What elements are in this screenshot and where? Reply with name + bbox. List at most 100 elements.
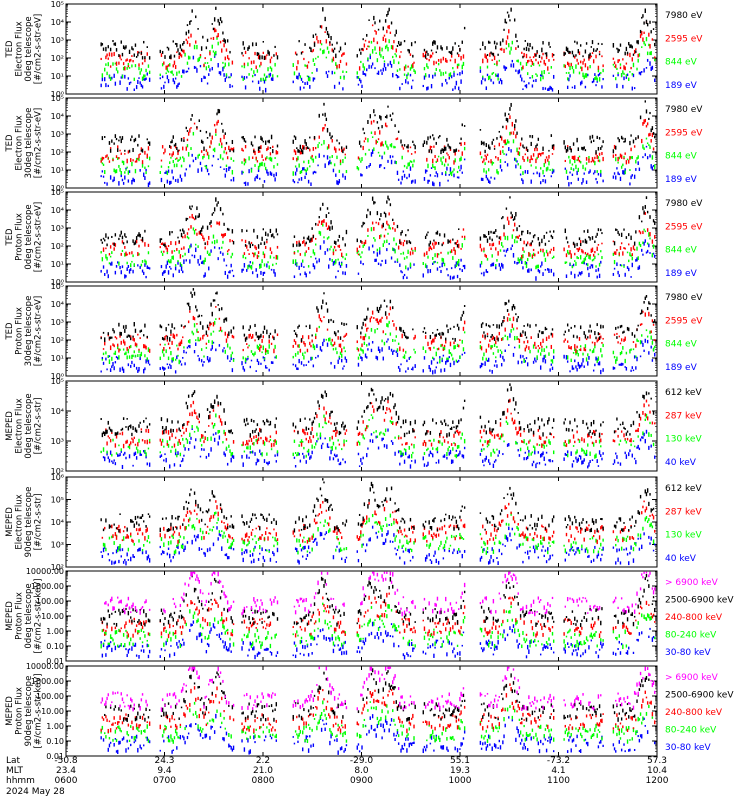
panel-5: 10² 10³ 10⁴ 10⁵ MEPED Electron Flux 0deg teles… — [5, 377, 702, 476]
time-tick-label: 0700 — [153, 776, 176, 786]
y-tick-label: 10⁵ — [51, 94, 64, 103]
svg-text:Electron Flux: Electron Flux — [15, 21, 25, 76]
y-axis-label: TED Electron Flux 30deg telescope [#/cm2-s-… — [5, 108, 44, 179]
legend-entry: 2595 eV — [665, 34, 703, 44]
svg-text:0deg telescope: 0deg telescope — [24, 16, 34, 81]
y-tick-label: 10³ — [51, 318, 64, 327]
mlt-tick-label: 21.0 — [253, 766, 273, 776]
y-tick-label: 10³ — [51, 224, 64, 233]
y-tick-label: 10⁵ — [51, 377, 64, 386]
series-points — [100, 288, 656, 375]
series-points — [100, 100, 656, 188]
series-points — [100, 195, 656, 281]
mlt-tick-label: 23.4 — [56, 766, 76, 776]
legend-entry: > 6900 keV — [665, 578, 719, 588]
y-tick-label: 10⁰ — [51, 278, 64, 287]
mlt-tick-label: 4.1 — [551, 766, 565, 776]
legend-entry: 612 keV — [665, 388, 702, 398]
mlt-tick-label: 8.0 — [354, 766, 369, 776]
time-tick-label: 0900 — [350, 776, 373, 786]
panel-8: 0.01 0.10 1.00 10.00 100.00 1000.00 10000.00 ME… — [5, 662, 734, 761]
y-tick-label: 10⁴ — [51, 18, 64, 27]
y-axis-label: TED Proton Flux 30deg telescope [#/cm2-s-st… — [5, 296, 44, 367]
legend-entry: 30-80 keV — [665, 648, 711, 658]
legend-entry: 80-240 keV — [665, 630, 717, 640]
svg-text:[#/cm2-s-str-eV]: [#/cm2-s-str-eV] — [34, 14, 44, 84]
panel-4: 10⁰ 10¹ 10² 10³ 10⁴ 10⁵ TED Proton Flux 30deg te… — [5, 282, 703, 381]
y-tick-label: 10⁰ — [51, 184, 64, 193]
y-tick-label: 10⁴ — [51, 300, 64, 309]
y-tick-label: 10¹ — [51, 260, 64, 269]
legend-entry: 287 keV — [665, 507, 702, 517]
legend-entry: 40 keV — [665, 554, 697, 564]
x-axis-row-label: Lat — [6, 756, 21, 766]
legend-entry: 7980 eV — [665, 11, 703, 21]
series-points — [100, 6, 656, 93]
legend-entry: 844 eV — [665, 58, 698, 68]
y-tick-label: 10⁴ — [51, 407, 64, 416]
y-tick-label: 1000.00 — [31, 582, 64, 591]
svg-text:0deg telescope: 0deg telescope — [24, 393, 34, 458]
svg-text:TED: TED — [5, 134, 15, 153]
legend-entry: > 6900 keV — [665, 673, 719, 683]
date-label: 2024 May 28 — [6, 787, 65, 797]
series-points — [100, 571, 656, 660]
y-axis-label: TED Proton Flux 0deg telescope [#/cm2-s-str… — [5, 202, 44, 272]
panel-2: 10⁰ 10¹ 10² 10³ 10⁴ 10⁵ TED Electron Flux 30deg … — [5, 94, 703, 193]
legend-entry: 130 keV — [665, 435, 702, 445]
panel-7: 0.01 0.10 1.00 10.00 100.00 1000.00 10000.00 ME… — [5, 567, 734, 666]
svg-text:Electron Flux: Electron Flux — [15, 115, 25, 170]
series-points — [100, 383, 656, 470]
panel-frame — [65, 665, 658, 757]
y-tick-label: 0.10 — [46, 642, 64, 651]
legend-entry: 844 eV — [665, 246, 698, 256]
y-tick-label: 10⁵ — [51, 0, 64, 9]
y-axis-label: MEPED Proton Flux 0deg telescope [#/cm2-s-s… — [5, 579, 44, 654]
legend-entry: 7980 eV — [665, 105, 703, 115]
legend-entry: 40 keV — [665, 458, 697, 468]
time-tick-label: 1000 — [449, 776, 472, 786]
y-tick-label: 10⁴ — [51, 518, 64, 527]
y-tick-label: 10² — [51, 242, 64, 251]
y-tick-label: 10¹ — [51, 72, 64, 81]
svg-text:[#/cm2-s-str-eV]: [#/cm2-s-str-eV] — [34, 202, 44, 272]
legend-entry: 844 eV — [665, 152, 698, 162]
legend-entry: 2595 eV — [665, 222, 703, 232]
lat-tick-label: -73.2 — [547, 756, 570, 766]
y-tick-label: 10⁴ — [51, 112, 64, 121]
y-tick-label: 10⁰ — [51, 90, 64, 99]
y-tick-label: 10² — [51, 336, 64, 345]
y-tick-label: 0.10 — [46, 737, 64, 746]
lat-tick-label: 57.3 — [647, 756, 667, 766]
time-tick-label: 0600 — [55, 776, 78, 786]
time-tick-label: 1100 — [547, 776, 570, 786]
svg-text:[#/cm2-s-str-eV]: [#/cm2-s-str-eV] — [34, 108, 44, 178]
panel-6: 10² 10³ 10⁴ 10⁵ 10⁶ MEPED Electron Flux 90deg t… — [5, 473, 702, 572]
mlt-tick-label: 19.3 — [450, 766, 470, 776]
y-tick-label: 1.00 — [46, 627, 64, 636]
y-axis-label: MEPED Electron Flux 0deg telescope [#/cm2-s… — [5, 393, 44, 458]
svg-text:MEPED: MEPED — [5, 411, 15, 441]
legend-entry: 844 eV — [665, 340, 698, 350]
y-tick-label: 0.01 — [46, 657, 64, 666]
series-points — [100, 478, 656, 566]
y-tick-label: 1.00 — [46, 722, 64, 731]
y-tick-label: 10⁴ — [51, 206, 64, 215]
y-tick-label: 10³ — [51, 437, 64, 446]
svg-text:[#/cm2-s-str]: [#/cm2-s-str] — [34, 398, 44, 455]
svg-text:Electron Flux: Electron Flux — [15, 398, 25, 453]
time-tick-label: 0800 — [252, 776, 275, 786]
mlt-tick-label: 9.4 — [157, 766, 172, 776]
svg-text:TED: TED — [5, 322, 15, 341]
legend-entry: 2595 eV — [665, 128, 703, 138]
y-tick-label: 10⁵ — [51, 496, 64, 505]
y-tick-label: 10.00 — [41, 612, 64, 621]
legend-entry: 189 eV — [665, 175, 698, 185]
y-axis-label: TED Electron Flux 0deg telescope [#/cm2-s-s… — [5, 14, 44, 84]
y-tick-label: 10000.00 — [26, 662, 64, 671]
y-tick-label: 10³ — [51, 36, 64, 45]
legend-entry: 189 eV — [665, 269, 698, 279]
x-axis-row-label: MLT — [6, 766, 24, 776]
panel-frame — [65, 380, 658, 472]
